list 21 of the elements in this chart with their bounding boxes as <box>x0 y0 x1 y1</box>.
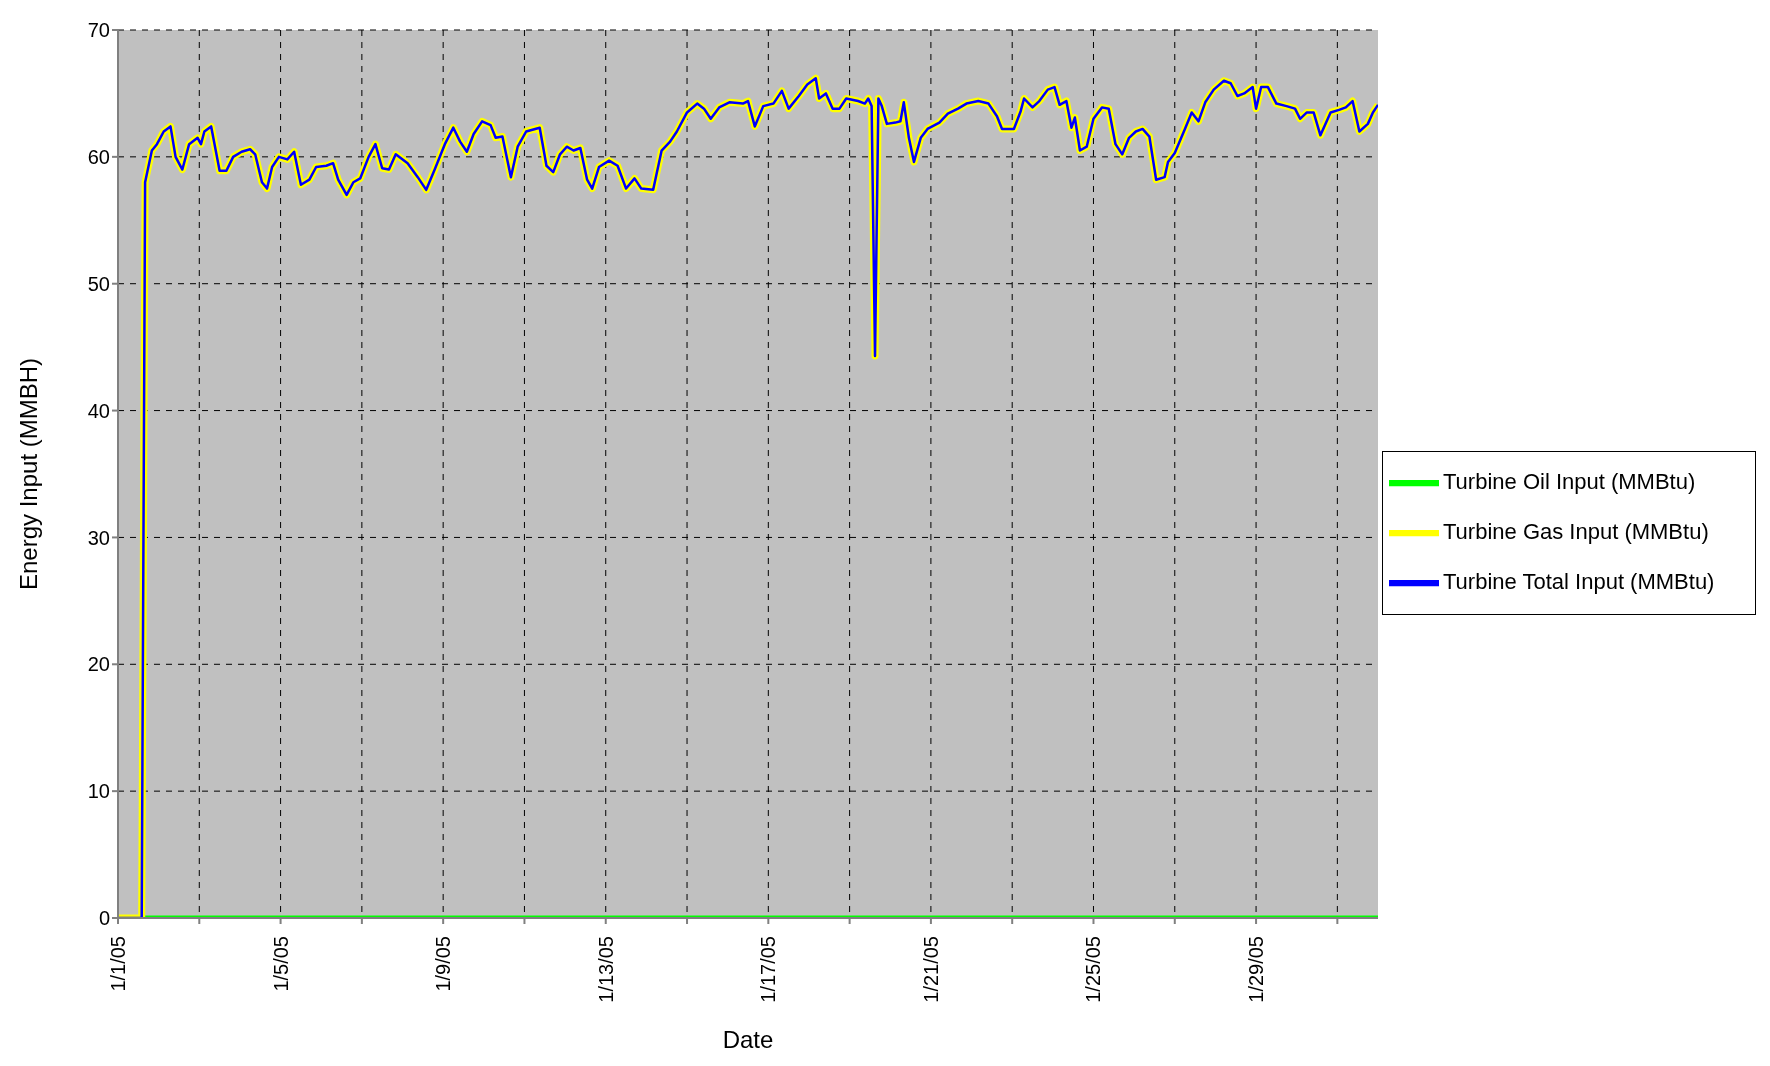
y-tick-label: 30 <box>87 526 110 549</box>
y-tick-label: 0 <box>98 907 110 930</box>
x-tick-label: 1/29/05 <box>1245 936 1268 1003</box>
y-axis-title: Energy Input (MMBH) <box>14 357 42 591</box>
x-tick-label: 1/13/05 <box>594 936 617 1003</box>
x-tick-label: 1/21/05 <box>919 936 942 1003</box>
x-tick-label: 1/5/05 <box>269 936 292 992</box>
y-tick-label: 50 <box>87 272 110 295</box>
y-tick-label: 70 <box>87 19 110 42</box>
legend-label: Turbine Gas Input (MMBtu) <box>1443 518 1709 544</box>
legend-label: Turbine Oil Input (MMBtu) <box>1443 468 1696 494</box>
x-tick-label: 1/25/05 <box>1082 936 1105 1003</box>
y-tick-label: 20 <box>87 653 110 676</box>
y-tick-label: 60 <box>87 145 110 168</box>
x-tick-label: 1/17/05 <box>757 936 780 1003</box>
legend-label: Turbine Total Input (MMBtu) <box>1443 568 1715 594</box>
x-tick-label: 1/1/05 <box>107 936 129 992</box>
x-tick-label: 1/9/05 <box>432 936 455 992</box>
y-tick-label: 40 <box>87 399 110 422</box>
y-tick-label: 10 <box>87 780 110 803</box>
x-axis-title: Date <box>722 1026 774 1053</box>
